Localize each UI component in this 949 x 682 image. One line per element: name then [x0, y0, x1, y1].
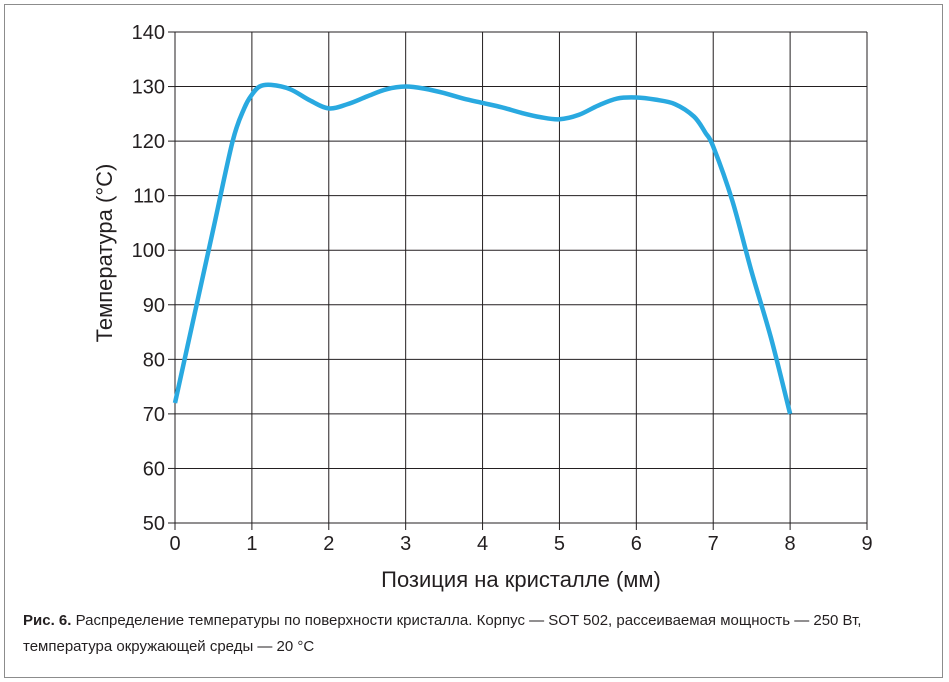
x-tick-label: 5	[554, 533, 565, 555]
figure-frame: 50 60 70 80 90 100 110 120 130 140 0 1 2 3 4 5 6 7 8 9 Поз…	[4, 4, 943, 678]
x-tick-label: 1	[246, 533, 257, 555]
x-tick-label: 3	[400, 533, 411, 555]
figure-caption: Рис. 6. Распределение температуры по пов…	[23, 608, 923, 660]
x-tick-label: 2	[323, 533, 334, 555]
y-tick-label: 110	[133, 186, 165, 208]
x-tick-label: 7	[708, 533, 719, 555]
x-tick-label: 8	[785, 533, 796, 555]
y-tick-label: 90	[143, 295, 165, 317]
x-tick-label: 4	[477, 533, 488, 555]
series-line-temperature	[172, 82, 793, 415]
y-tick-label: 100	[132, 240, 165, 262]
caption-lead: Рис. 6.	[23, 612, 72, 629]
y-tick-label: 50	[143, 513, 165, 535]
y-axis-ticks: 50 60 70 80 90 100 110 120 130 140	[132, 22, 175, 535]
y-tick-label: 70	[143, 404, 165, 426]
y-tick-label: 140	[132, 22, 165, 44]
x-axis-ticks: 0 1 2 3 4 5 6 7 8 9	[169, 523, 873, 555]
x-tick-label: 0	[169, 533, 180, 555]
y-axis-label: Температура (°С)	[92, 164, 117, 343]
x-tick-label: 6	[631, 533, 642, 555]
chart-grid	[174, 31, 868, 524]
caption-text: Распределение температуры по поверхности…	[23, 612, 862, 655]
x-tick-label: 9	[861, 533, 872, 555]
y-tick-label: 60	[143, 458, 165, 480]
x-axis-label: Позиция на кристалле (мм)	[381, 567, 661, 592]
temperature-chart: 50 60 70 80 90 100 110 120 130 140 0 1 2 3 4 5 6 7 8 9 Поз…	[92, 22, 873, 592]
y-tick-label: 120	[132, 131, 165, 153]
chart-series	[172, 82, 793, 415]
y-tick-label: 80	[143, 349, 165, 371]
y-tick-label: 130	[132, 77, 165, 99]
